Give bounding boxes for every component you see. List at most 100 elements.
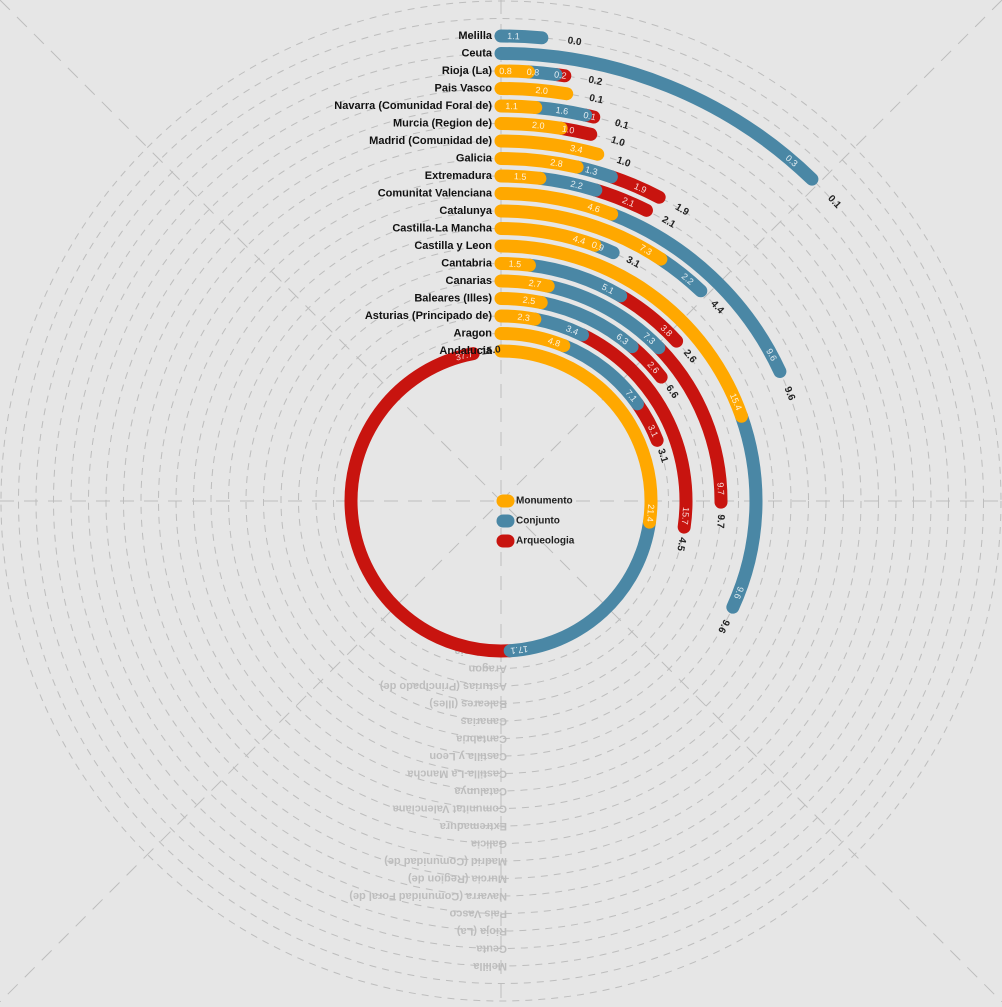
end-label: 0.0	[567, 35, 583, 48]
segment-label: 1.5	[508, 259, 521, 270]
grid-ring	[18, 18, 984, 984]
mirror-label: Aragon	[468, 663, 507, 675]
bar-conjunto	[534, 296, 639, 354]
segment-label: 2.5	[522, 295, 536, 307]
segment-label: 1.5	[514, 171, 527, 182]
mirror-label: Madrid (Comunidad de)	[384, 855, 507, 867]
legend-item: Conjunto	[496, 514, 560, 528]
mirror-label: Melilla	[472, 960, 507, 972]
bar-monumento	[494, 204, 668, 266]
segment-label: 2.3	[517, 312, 531, 323]
grid-ring	[70, 70, 932, 932]
bar-monumento	[494, 117, 568, 135]
grid-ring	[333, 333, 669, 669]
end-label: 9.6	[782, 385, 798, 402]
category-label: Madrid (Comunidad de)	[369, 135, 492, 147]
segment-label: 21.4	[645, 504, 656, 522]
legend-item: Arqueologia	[496, 534, 575, 548]
bar-monumento	[494, 64, 535, 79]
end-label: 2.1	[660, 214, 678, 231]
segment-label: 1.3	[584, 164, 599, 177]
bar-monumento	[494, 169, 547, 185]
legend: Monumento Conjunto Arqueologia	[496, 494, 575, 548]
mirror-label: Castilla-La Mancha	[406, 768, 507, 780]
segment-label: 2.0	[535, 85, 548, 96]
category-label: Extremadura	[425, 170, 493, 182]
mirror-label: Canarias	[461, 715, 507, 727]
mirror-label: Catalunya	[454, 785, 507, 797]
mirror-label: Pais Vasco	[449, 908, 507, 920]
mirror-label: Rioja (La)	[457, 925, 507, 937]
bar-monumento	[494, 292, 548, 310]
bar-monumento	[494, 99, 543, 115]
category-label: Pais Vasco	[435, 83, 493, 95]
segment-label: 1.1	[507, 31, 520, 41]
bar-conjunto	[541, 279, 666, 355]
end-label: 15.0	[481, 344, 502, 358]
segment-label: 4.6	[586, 201, 601, 214]
segment-label: 37.7	[454, 349, 473, 363]
mirror-label: Extremadura	[439, 820, 507, 832]
bar-conjunto	[557, 339, 644, 411]
bar-monumento	[494, 82, 574, 101]
end-label: 9.6	[715, 617, 731, 635]
mirror-label: Murcia (Region de)	[408, 873, 507, 885]
bar-conjunto	[726, 409, 763, 614]
mirror-label: Ceuta	[476, 943, 507, 955]
segment-label: 3.4	[569, 143, 583, 155]
category-label: Melilla	[458, 30, 493, 42]
segment-label: 1.6	[555, 105, 569, 117]
legend-label: Conjunto	[516, 516, 560, 527]
segment-label: 4.8	[547, 335, 562, 348]
mirror-label: Galicia	[470, 838, 507, 850]
segment-label: 0.1	[582, 110, 596, 123]
end-label: 1.9	[673, 202, 691, 219]
bar-monumento	[494, 309, 542, 326]
category-label: Andalucia	[439, 345, 492, 357]
bar-arqueologia	[652, 341, 728, 509]
bar-monumento	[494, 344, 658, 529]
mirror-label: Comunitat Valenciana	[392, 803, 507, 815]
bar-conjunto	[533, 171, 603, 197]
end-label: 0.1	[588, 93, 604, 107]
category-label: Navarra (Comunidad Foral de)	[334, 100, 492, 112]
end-label: 6.6	[663, 383, 680, 401]
legend-item: Monumento	[496, 494, 573, 508]
bar-monumento	[494, 257, 536, 272]
end-label: 3.1	[655, 447, 670, 464]
segment-label: 0.9	[590, 239, 605, 253]
end-label: 9.7	[714, 514, 726, 529]
bar-conjunto	[522, 258, 628, 303]
bar-conjunto	[494, 47, 819, 186]
end-label: 1.0	[609, 135, 626, 150]
bar-monumento	[494, 274, 555, 293]
bar-monumento	[494, 134, 605, 161]
segment-label: 2.7	[528, 278, 542, 290]
bar-monumento	[494, 152, 584, 174]
bar-arqueologia	[344, 347, 517, 658]
segment-label: 1.0	[561, 123, 575, 135]
end-label: 4.5	[674, 536, 688, 552]
end-label: 3.1	[624, 254, 642, 270]
segment-label: 3.1	[646, 423, 660, 439]
mirror-label: Castilla y Leon	[429, 750, 507, 762]
mirror-label: Asturias (Principado de)	[380, 680, 507, 692]
end-label: 0.1	[613, 118, 630, 133]
category-label: Baleares (Illes)	[414, 293, 492, 305]
segment-label: 2.1	[621, 195, 636, 209]
category-label: Murcia (Region de)	[393, 118, 492, 130]
segment-label: 1.9	[633, 181, 649, 195]
category-label: Rioja (La)	[442, 65, 492, 77]
segment-label: 2.2	[569, 179, 583, 192]
bar-conjunto	[605, 207, 787, 378]
category-label: Aragon	[454, 328, 493, 340]
segment-label: 2.0	[532, 120, 545, 131]
end-label: 2.6	[681, 348, 699, 366]
segment-label: 0.8	[499, 66, 512, 76]
mirror-label: Navarra (Comunidad Foral de)	[349, 890, 507, 902]
mirror-label: Cantabria	[455, 733, 507, 745]
category-label: Comunitat Valenciana	[378, 188, 493, 200]
mirror-label: Baleares (Illes)	[429, 698, 507, 710]
